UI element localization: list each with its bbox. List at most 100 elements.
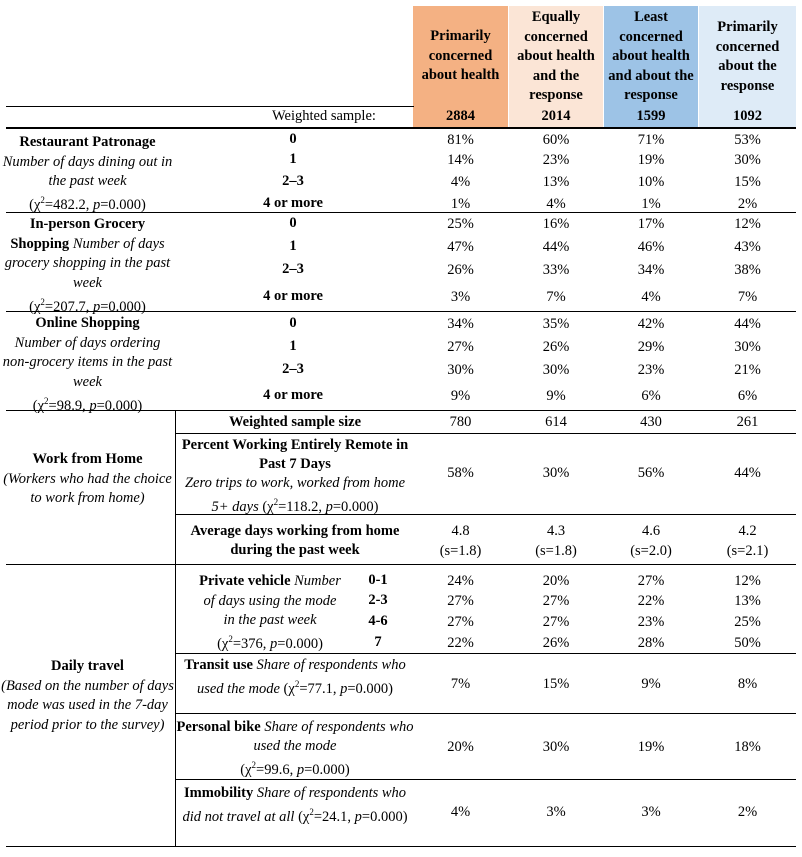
rule [6, 564, 796, 565]
transit-cell: 8% [737, 676, 758, 692]
private-vehicle-row-label: 0-1 [368, 572, 388, 588]
column-header-equal: Equally concerned about health and the r… [517, 9, 595, 103]
wfh-avg-sd-cell: (s=1.8) [439, 543, 482, 559]
private-vehicle-cell: 28% [637, 635, 665, 651]
online-cell: 35% [542, 316, 570, 332]
online-cell: 30% [542, 362, 570, 378]
restaurant-cell: 23% [542, 152, 570, 168]
grocery-cell: 33% [542, 262, 570, 278]
restaurant-title: Restaurant Patronage [19, 134, 156, 150]
private-vehicle-title: Private vehicle [199, 573, 291, 589]
online-row-label: 1 [289, 338, 297, 354]
wfh-desc: (Workers who had the choice to work from… [3, 470, 172, 507]
restaurant-cell: 19% [637, 152, 665, 168]
bike-label: Personal bike Share of respondents who u… [175, 718, 415, 780]
online-cell: 6% [737, 388, 758, 404]
restaurant-row-label: 4 or more [263, 195, 323, 211]
online-desc: Number of days ordering non-grocery item… [2, 334, 173, 390]
private-vehicle-desc2: of days using the mode [203, 592, 337, 609]
wfh-sample-cell: 430 [640, 414, 662, 430]
grocery-row-label: 2–3 [282, 261, 304, 277]
online-stat: (χ2=98.9, p=0.000) [32, 396, 143, 414]
column-header-health: Primarily concerned about health [421, 28, 500, 83]
header-bg-health [413, 6, 508, 127]
online-cell: 9% [546, 388, 566, 404]
wfh-avg-sd-cell: (s=2.1) [726, 543, 769, 559]
transit-desc: Share of respondents who used the mode [196, 657, 406, 697]
online-cell: 30% [447, 362, 474, 378]
bike-cell: 18% [734, 739, 761, 755]
wfh-remote-cell: 30% [542, 465, 570, 481]
wfh-remote-stat: (χ2=118.2, p=0.000) [262, 497, 379, 515]
weighted-sample-least: 1599 [636, 108, 666, 124]
private-vehicle-cell: 27% [542, 593, 570, 609]
immobility-cell: 3% [641, 804, 661, 820]
transit-label: Transit use Share of respondents who use… [175, 656, 415, 699]
rule [175, 779, 796, 780]
online-cell: 27% [447, 339, 474, 355]
rule [6, 311, 796, 312]
private-vehicle-cell: 24% [447, 573, 474, 589]
bike-cell: 20% [447, 739, 474, 755]
private-vehicle-stat: (χ2=376, p=0.000) [217, 634, 323, 653]
online-cell: 23% [637, 362, 665, 378]
online-cell: 42% [637, 316, 665, 332]
wfh-title: Work from Home [32, 451, 143, 467]
header-bg-least [604, 6, 698, 127]
rule [6, 212, 796, 213]
immobility-stat: (χ2=24.1, p=0.000) [298, 807, 408, 825]
wfh-remote-cell: 58% [447, 465, 474, 481]
rule [175, 514, 796, 515]
restaurant-cell: 71% [637, 132, 665, 148]
weighted-sample-response: 1092 [733, 108, 762, 124]
restaurant-cell: 14% [447, 152, 474, 168]
rule [6, 846, 796, 847]
private-vehicle-cell: 13% [734, 593, 761, 609]
rule [175, 411, 176, 846]
grocery-cell: 17% [637, 216, 665, 232]
transit-stat: (χ2=77.1, p=0.000) [283, 679, 394, 697]
online-cell: 29% [637, 339, 665, 355]
rule [6, 106, 414, 107]
rule [6, 127, 796, 129]
restaurant-cell: 2% [737, 196, 758, 212]
immobility-cell: 3% [546, 804, 566, 820]
immobility-title: Immobility [183, 785, 254, 801]
rule [175, 713, 796, 714]
grocery-cell: 47% [447, 239, 474, 255]
grocery-row-label: 0 [289, 215, 297, 231]
wfh-avg-cell: 4.3 [546, 523, 566, 539]
travel-desc: (Based on the number of days mode was us… [1, 677, 174, 733]
weighted-sample-label: Weighted sample: [272, 108, 376, 124]
wfh-remote-cell: 44% [734, 465, 761, 481]
restaurant-cell: 1% [641, 196, 661, 212]
online-row-label: 2–3 [282, 361, 304, 377]
immobility-label: Immobility Share of respondents who did … [175, 784, 415, 827]
online-row-label: 4 or more [263, 387, 323, 403]
wfh-remote-desc: Zero trips to work, worked from home 5+ … [184, 475, 406, 515]
transit-cell: 7% [450, 676, 471, 692]
column-header-least: Least concerned about health and about t… [608, 9, 694, 103]
restaurant-cell: 15% [734, 174, 761, 190]
grocery-cell: 16% [542, 216, 570, 232]
restaurant-desc: Number of days dining out in the past we… [2, 153, 173, 190]
grocery-desc: Number of days grocery shopping in the p… [4, 235, 171, 291]
online-title: Online Shopping [35, 315, 140, 331]
grocery-cell: 43% [734, 239, 761, 255]
wfh-avg-cell: 4.8 [451, 523, 470, 539]
grocery-cell: 44% [542, 239, 570, 255]
online-cell: 21% [734, 362, 761, 378]
private-vehicle-row-label: 4-6 [368, 613, 388, 629]
online-section-label: Online Shopping Number of days ordering … [0, 314, 175, 416]
wfh-remote-label: Percent Working Entirely Remote in Past … [175, 436, 415, 517]
bike-title: Personal bike [176, 719, 261, 735]
rule [175, 433, 796, 434]
grocery-row-label: 1 [289, 238, 297, 254]
wfh-sample-label: Weighted sample size [228, 414, 362, 430]
private-vehicle-cell: 26% [542, 635, 570, 651]
wfh-sample-cell: 261 [736, 414, 759, 430]
grocery-cell: 4% [641, 289, 661, 305]
private-vehicle-cell: 27% [637, 573, 665, 589]
restaurant-row-label: 2–3 [282, 173, 304, 189]
